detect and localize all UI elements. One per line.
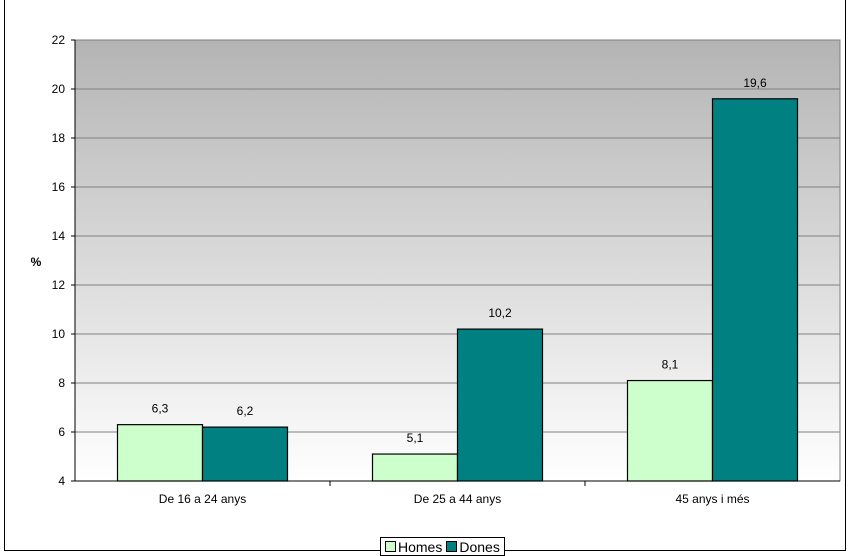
- y-tick-label: 18: [52, 131, 66, 145]
- legend-swatch: [385, 541, 396, 552]
- data-label: 5,1: [407, 431, 424, 445]
- data-label: 6,2: [237, 404, 254, 418]
- y-axis-label: %: [31, 255, 42, 269]
- bars: 6,3 6,2 5,1 10,2 8,1 19,6: [116, 76, 799, 482]
- data-label: 8,1: [662, 358, 679, 372]
- y-tick-label: 14: [52, 229, 66, 243]
- y-tick-label: 12: [52, 278, 66, 292]
- legend-label: Homes: [398, 538, 443, 555]
- x-tick-label: De 16 a 24 anys: [159, 492, 246, 506]
- data-label: 10,2: [488, 306, 512, 320]
- x-tick-label: De 25 a 44 anys: [414, 492, 501, 506]
- y-tick-label: 6: [58, 425, 65, 439]
- legend-swatch: [446, 541, 458, 552]
- bar-homes: [371, 453, 459, 482]
- y-tick-label: 10: [52, 327, 66, 341]
- bar-homes: [626, 379, 714, 482]
- bar-dones: [711, 98, 799, 482]
- legend: Homes Dones: [380, 537, 505, 556]
- legend-item: Dones: [446, 538, 500, 555]
- legend-item: Homes: [385, 539, 442, 555]
- bar-dones: [201, 426, 289, 482]
- x-tick-label: 45 anys i més: [675, 492, 749, 506]
- y-tick-label: 22: [52, 33, 66, 47]
- y-tick-label: 4: [58, 474, 65, 488]
- legend-label: Dones: [459, 538, 500, 555]
- y-tick-label: 20: [52, 82, 66, 96]
- bar-dones: [456, 328, 544, 482]
- bar-homes: [116, 424, 204, 482]
- y-tick-label: 16: [52, 180, 66, 194]
- axes: 4 6 8 10 12 14 16 18 20 22% De 16 a 24 anys De 25 a…: [31, 33, 840, 506]
- data-label: 19,6: [743, 76, 767, 90]
- data-label: 6,3: [152, 402, 169, 416]
- y-tick-label: 8: [58, 376, 65, 390]
